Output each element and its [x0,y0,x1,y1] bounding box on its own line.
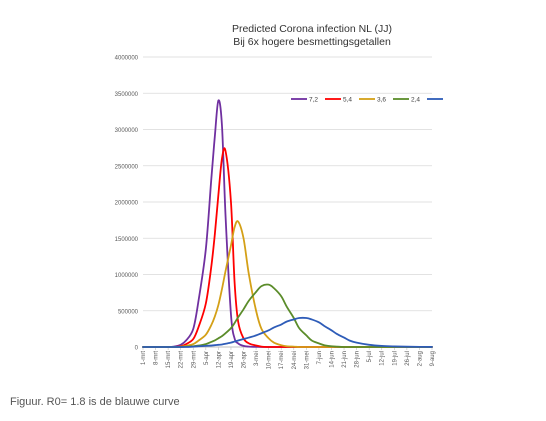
x-tick-label: 8-mrt [154,351,160,365]
chart-title: Predicted Corona infection NL (JJ) [232,23,392,35]
x-tick-label: 12-apr [216,351,222,368]
series-lines [142,99,433,348]
legend-label: 2,4 [411,97,420,104]
x-tick-label: 21-jun [342,351,348,368]
chart-subtitle: Bij 6x hogere besmettingsgetallen [233,36,391,48]
series-line [142,220,433,348]
y-axis: 0 500000 1000000 1500000 2000000 2500000 30000… [115,56,139,352]
y-tick-label: 2500000 [115,164,139,170]
figure-caption: Figuur. R0= 1.8 is de blauwe curve [10,396,180,408]
x-tick-label: 15-mrt [166,351,172,369]
x-tick-label: 22-mrt [179,351,185,369]
x-tick-label: 7-jun [317,351,323,364]
x-tick-label: 29-mrt [191,351,197,369]
x-tick-label: 26-apr [242,351,248,368]
series-line [142,316,433,348]
x-tick-label: 28-jun [355,351,361,368]
series-line [142,99,433,348]
series-line [142,283,433,348]
y-tick-label: 4000000 [115,56,139,62]
x-tick-label: 26-jul [405,351,411,366]
x-axis: 1-mrt 8-mrt 15-mrt 22-mrt 29-mrt 5-apr 12-apr 1… [141,346,436,369]
y-tick-label: 0 [135,346,139,352]
legend: 7,2 5,4 3,6 2,4 [291,97,443,104]
x-tick-label: 9-aug [430,351,436,366]
legend-label: 7,2 [309,97,318,104]
x-tick-label: 24-mei [292,351,298,369]
legend-label: 5,4 [343,97,352,104]
x-tick-label: 19-jul [392,351,398,366]
y-tick-label: 3500000 [115,92,139,98]
x-tick-label: 5-jul [367,351,373,362]
grid [143,56,432,348]
x-tick-label: 17-mei [279,351,285,369]
x-tick-label: 2-aug [417,351,423,366]
y-tick-label: 1000000 [115,273,139,279]
x-tick-label: 14-jun [329,351,335,368]
y-tick-label: 2000000 [115,201,139,207]
x-tick-label: 19-apr [229,351,235,368]
y-tick-label: 500000 [118,309,139,315]
x-tick-label: 10-mei [267,351,273,369]
x-tick-label: 31-mei [304,351,310,369]
x-tick-label: 12-jul [380,351,386,366]
x-tick-label: 1-mrt [141,351,147,365]
y-tick-label: 3000000 [115,128,139,134]
legend-label: 3,6 [377,97,386,104]
series-line [142,147,433,348]
x-tick-label: 5-apr [204,351,210,365]
y-tick-label: 1500000 [115,237,139,243]
line-chart: Predicted Corona infection NL (JJ) Bij 6… [115,23,443,369]
x-tick-label: 3-mei [254,351,260,366]
